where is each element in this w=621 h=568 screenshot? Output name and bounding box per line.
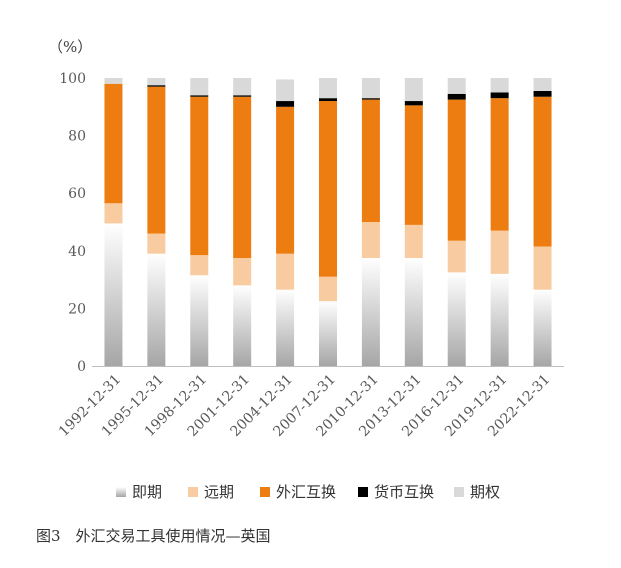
bar-segment-forward [361, 222, 380, 258]
bar-segment-forward [319, 276, 337, 302]
bar-segment-currency-swap [147, 85, 166, 87]
bar-segment-fx-swap [533, 96, 552, 247]
legend-swatch-spot [116, 487, 126, 497]
bar-segment-forward [233, 258, 252, 286]
bar-segment-fx-swap [147, 86, 166, 234]
bar-segment-forward [490, 230, 509, 274]
bar-segment-spot [404, 258, 423, 366]
legend-label-option: 期权 [470, 483, 500, 501]
legend-swatch-currency-swap [358, 487, 368, 497]
bar-segment-forward [147, 233, 166, 254]
bar-segment-fx-swap [276, 106, 295, 254]
bar-segment-spot [233, 285, 252, 366]
bar-segment-option [361, 78, 380, 99]
bar-segment-currency-swap [276, 101, 295, 107]
bar-segment-option [190, 78, 209, 96]
bar-segment-spot [190, 275, 209, 366]
bar-segment-currency-swap [490, 92, 509, 99]
bar-segment-forward [447, 240, 466, 273]
bar-segment-spot [490, 273, 509, 366]
y-tick-label: 80 [68, 129, 86, 145]
bar-segment-spot [533, 289, 552, 366]
bar-segment-forward [104, 203, 123, 224]
bar-segment-option [147, 78, 166, 86]
figure-caption: 图3 外汇交易工具使用情况—英国 [36, 527, 271, 545]
y-axis: 0 20 40 60 80 100 [59, 71, 86, 375]
bar-segment-option [447, 78, 466, 94]
bar-segment-currency-swap [447, 93, 466, 100]
bar-segment-fx-swap [233, 96, 252, 258]
bar-segment-forward [404, 224, 423, 258]
bar-segment-currency-swap [361, 98, 380, 100]
bar-segment-option [490, 78, 509, 93]
y-tick-label: 20 [68, 301, 86, 317]
bar-segment-option [233, 78, 252, 96]
legend-label-spot: 即期 [132, 483, 162, 501]
legend: 即期 远期 外汇互换 货币互换 期权 [116, 483, 500, 501]
bar-segment-spot [104, 223, 123, 366]
y-tick-label: 100 [59, 71, 86, 87]
bar-segment-currency-swap [404, 101, 423, 106]
bar-segment-fx-swap [190, 96, 209, 256]
bar-segment-spot [361, 258, 380, 366]
legend-label-forward: 远期 [204, 483, 234, 501]
bar-segment-spot [276, 289, 295, 366]
bar-segment-spot [447, 272, 466, 366]
bar-segment-option [533, 78, 552, 91]
bar-segment-option [404, 78, 423, 102]
bar-segment-fx-swap [447, 99, 466, 241]
bar-segment-spot [147, 253, 166, 366]
y-tick-label: 40 [68, 244, 86, 260]
y-tick-label: 60 [68, 186, 86, 202]
bar-segment-fx-swap [404, 105, 423, 225]
bar-segment-option [104, 78, 123, 84]
legend-swatch-fx-swap [260, 487, 270, 497]
bar-segment-option [276, 79, 295, 102]
x-axis: 1992-12-311995-12-311998-12-312001-12-31… [56, 372, 553, 440]
y-tick-label: 0 [77, 359, 86, 375]
bar-segment-currency-swap [533, 90, 552, 97]
legend-label-currency-swap: 货币互换 [374, 483, 434, 501]
bar-segment-option [319, 78, 337, 99]
y-axis-unit-label: （%） [48, 38, 93, 56]
legend-label-fx-swap: 外汇互换 [276, 483, 336, 501]
bar-segment-fx-swap [104, 83, 123, 204]
bars-group [104, 78, 552, 366]
bar-segment-currency-swap [233, 95, 252, 97]
bar-segment-forward [533, 246, 552, 290]
legend-swatch-forward [188, 487, 198, 497]
bar-segment-spot [319, 301, 337, 366]
bar-segment-forward [190, 255, 209, 276]
bar-segment-fx-swap [319, 101, 337, 277]
bar-segment-forward [276, 253, 295, 290]
bar-segment-currency-swap [319, 98, 337, 102]
bar-segment-currency-swap [190, 95, 209, 97]
bar-segment-fx-swap [361, 99, 380, 222]
legend-swatch-option [454, 487, 464, 497]
bar-segment-fx-swap [490, 98, 509, 231]
